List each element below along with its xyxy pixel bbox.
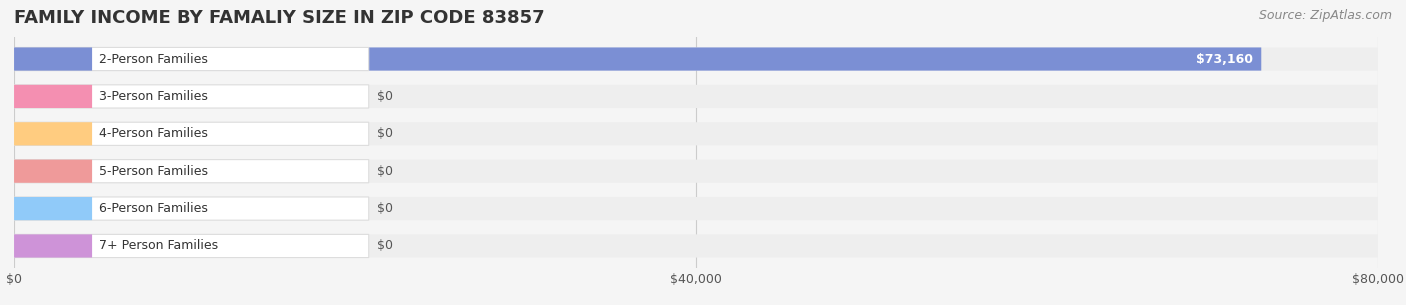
FancyBboxPatch shape xyxy=(14,122,91,145)
Text: Source: ZipAtlas.com: Source: ZipAtlas.com xyxy=(1258,9,1392,22)
Text: 2-Person Families: 2-Person Families xyxy=(100,52,208,66)
FancyBboxPatch shape xyxy=(14,197,368,220)
Text: $0: $0 xyxy=(377,90,394,103)
Text: $0: $0 xyxy=(377,165,394,178)
Text: 7+ Person Families: 7+ Person Families xyxy=(100,239,218,253)
FancyBboxPatch shape xyxy=(14,160,91,183)
FancyBboxPatch shape xyxy=(14,197,91,220)
Text: 3-Person Families: 3-Person Families xyxy=(100,90,208,103)
FancyBboxPatch shape xyxy=(14,197,1378,220)
FancyBboxPatch shape xyxy=(14,160,368,183)
FancyBboxPatch shape xyxy=(14,234,91,257)
Text: 5-Person Families: 5-Person Families xyxy=(100,165,208,178)
FancyBboxPatch shape xyxy=(14,48,368,71)
Text: FAMILY INCOME BY FAMALIY SIZE IN ZIP CODE 83857: FAMILY INCOME BY FAMALIY SIZE IN ZIP COD… xyxy=(14,9,544,27)
FancyBboxPatch shape xyxy=(14,48,91,71)
Text: $0: $0 xyxy=(377,202,394,215)
Text: 6-Person Families: 6-Person Families xyxy=(100,202,208,215)
FancyBboxPatch shape xyxy=(14,122,1378,145)
Text: $0: $0 xyxy=(377,127,394,140)
Text: $73,160: $73,160 xyxy=(1195,52,1253,66)
FancyBboxPatch shape xyxy=(14,122,368,145)
FancyBboxPatch shape xyxy=(14,234,368,257)
FancyBboxPatch shape xyxy=(14,85,91,108)
Text: 4-Person Families: 4-Person Families xyxy=(100,127,208,140)
FancyBboxPatch shape xyxy=(14,48,1378,71)
FancyBboxPatch shape xyxy=(14,48,1261,71)
FancyBboxPatch shape xyxy=(14,85,1378,108)
FancyBboxPatch shape xyxy=(14,85,368,108)
FancyBboxPatch shape xyxy=(14,234,1378,257)
FancyBboxPatch shape xyxy=(14,160,1378,183)
Text: $0: $0 xyxy=(377,239,394,253)
